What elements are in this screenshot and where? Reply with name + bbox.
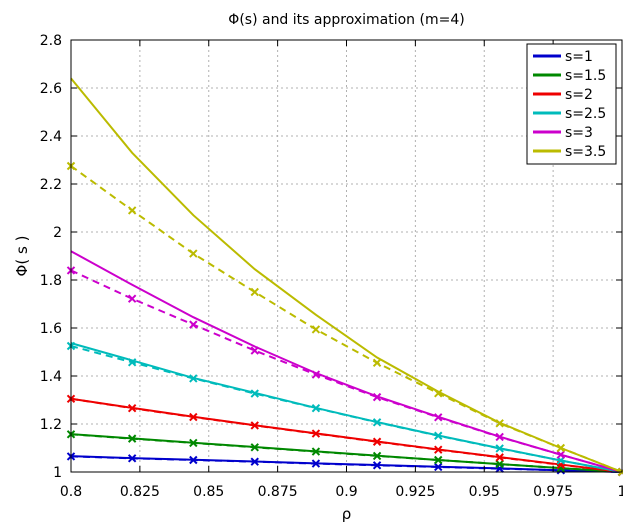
y-tick-label: 1 xyxy=(53,465,62,481)
y-tick-label: 1.2 xyxy=(40,417,62,433)
approx-point xyxy=(434,431,443,440)
approx-point xyxy=(250,443,259,452)
approx-point xyxy=(372,418,382,427)
legend-box xyxy=(526,43,617,165)
approx-point xyxy=(556,443,566,453)
series-layer xyxy=(66,77,623,477)
approx-point xyxy=(495,419,504,428)
approx-point xyxy=(189,438,198,448)
exact-line xyxy=(70,433,623,473)
y-tick-label: 1.8 xyxy=(40,273,62,289)
approx-point xyxy=(434,462,443,472)
approx-point xyxy=(189,455,198,465)
y-tick-label: 1.4 xyxy=(40,369,62,385)
x-tick-label: 0.95 xyxy=(469,484,500,500)
approx-point xyxy=(372,461,382,470)
legend: s=1 s=1.5 s=2 s=2.5 s=3 s=3.5 xyxy=(526,43,617,165)
x-tick-label: 0.825 xyxy=(120,484,160,500)
approx-point xyxy=(127,206,137,215)
y-tick-label: 2.2 xyxy=(40,177,62,193)
x-tick-label: 0.9 xyxy=(335,484,357,500)
y-tick-label: 2.4 xyxy=(40,129,62,145)
y-tick-label: 2 xyxy=(53,225,62,241)
approx-point xyxy=(311,447,321,456)
exact-line xyxy=(70,455,623,473)
x-tick-label: 1 xyxy=(618,484,623,500)
approx-point xyxy=(311,459,321,468)
exact-line xyxy=(70,77,623,473)
y-tick-label: 2.6 xyxy=(40,81,62,97)
approx-point xyxy=(250,287,259,297)
approx-point xyxy=(127,454,137,463)
approx-point xyxy=(434,455,443,465)
approx-point xyxy=(250,346,259,355)
approx-point xyxy=(372,392,382,402)
approx-point xyxy=(250,389,259,398)
y-tick-label: 2.8 xyxy=(40,33,62,49)
series-4 xyxy=(66,341,623,477)
series-2 xyxy=(66,430,623,477)
approx-point xyxy=(434,413,443,422)
approx-point xyxy=(189,374,198,383)
approx-point xyxy=(311,403,321,413)
series-5 xyxy=(66,250,623,477)
approx-point xyxy=(311,370,321,379)
approx-point xyxy=(495,453,504,462)
x-axis-label: ρ xyxy=(342,505,352,523)
legend-label: s=1 xyxy=(565,49,593,65)
approx-point xyxy=(127,358,137,367)
exact-line xyxy=(70,250,623,473)
approx-point xyxy=(127,434,137,443)
x-tick-label: 0.85 xyxy=(193,484,224,500)
x-tick-label: 0.8 xyxy=(60,484,82,500)
approx-point xyxy=(372,451,382,461)
approx-point xyxy=(311,429,321,438)
approx-point xyxy=(372,358,382,368)
approx-point xyxy=(495,444,504,453)
approx-point xyxy=(250,457,259,466)
approx-point xyxy=(434,389,443,398)
y-tick-label: 1.6 xyxy=(40,321,62,337)
legend-label: s=1.5 xyxy=(565,68,606,84)
legend-label: s=2.5 xyxy=(565,106,606,122)
exact-line xyxy=(70,342,623,473)
exact-line xyxy=(70,397,623,473)
approx-point xyxy=(372,437,382,446)
approx-point xyxy=(311,325,321,334)
approx-point xyxy=(127,294,137,303)
approx-point xyxy=(189,320,198,329)
approx-point xyxy=(189,249,198,258)
approx-point xyxy=(495,459,504,469)
approx-point xyxy=(250,421,259,430)
axis-ticks: 0.8 0.825 0.85 0.875 0.9 0.925 0.95 0.975 1 1 1.2 1… xyxy=(40,33,623,500)
approx-point xyxy=(434,445,443,454)
legend-label: s=3.5 xyxy=(565,144,606,160)
x-tick-label: 0.975 xyxy=(533,484,573,500)
approx-point xyxy=(189,412,198,422)
legend-label: s=2 xyxy=(565,87,593,103)
x-tick-label: 0.925 xyxy=(395,484,435,500)
approx-point xyxy=(127,403,137,413)
y-axis-label: Φ( s ) xyxy=(13,236,31,277)
chart-title: Φ(s) and its approximation (m=4) xyxy=(228,12,464,28)
x-tick-label: 0.875 xyxy=(258,484,298,500)
legend-label: s=3 xyxy=(565,125,593,141)
approx-point xyxy=(495,432,504,442)
approx-point xyxy=(556,450,566,459)
